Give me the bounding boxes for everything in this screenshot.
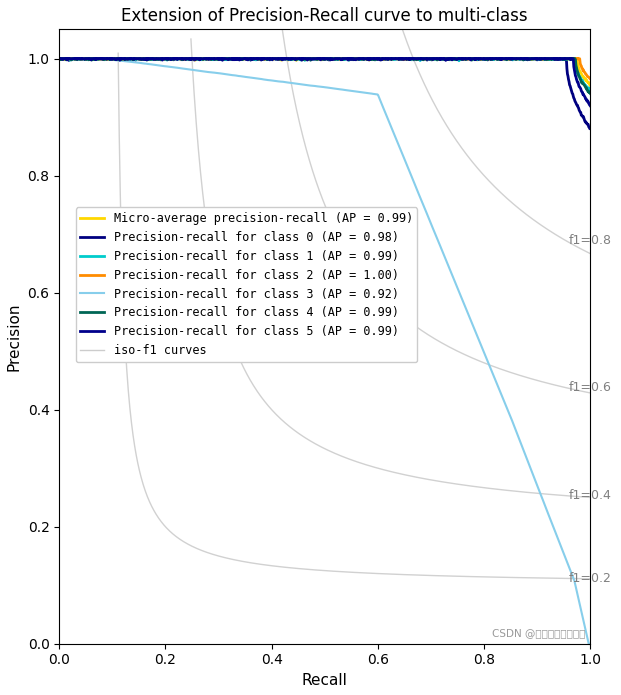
Text: f1=0.8: f1=0.8	[569, 234, 612, 247]
Title: Extension of Precision-Recall curve to multi-class: Extension of Precision-Recall curve to m…	[122, 7, 528, 25]
X-axis label: Recall: Recall	[302, 673, 348, 688]
Text: f1=0.6: f1=0.6	[569, 382, 612, 394]
Text: CSDN @认真学习的小可爱: CSDN @认真学习的小可爱	[492, 628, 585, 637]
Text: f1=0.4: f1=0.4	[569, 489, 612, 502]
Legend: Micro-average precision-recall (AP = 0.99), Precision-recall for class 0 (AP = 0: Micro-average precision-recall (AP = 0.9…	[76, 207, 417, 362]
Y-axis label: Precision: Precision	[7, 302, 22, 370]
Text: f1=0.2: f1=0.2	[569, 572, 612, 585]
